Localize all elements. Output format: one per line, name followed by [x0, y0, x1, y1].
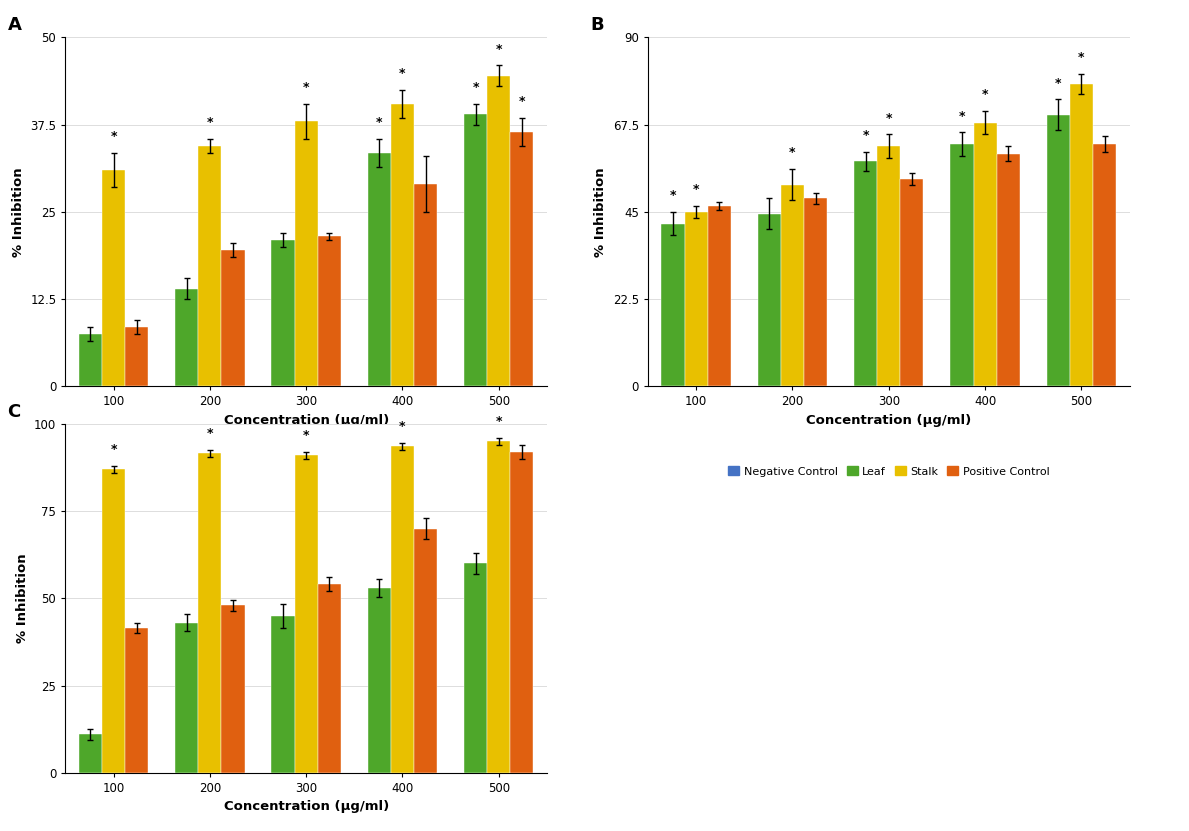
Bar [464, 563, 487, 773]
Bar [221, 605, 245, 773]
Text: *: * [693, 184, 699, 196]
X-axis label: Concentration (μg/ml): Concentration (μg/ml) [224, 800, 389, 814]
Text: *: * [862, 129, 869, 142]
Bar [367, 153, 391, 386]
Text: *: * [207, 427, 213, 440]
Bar [487, 441, 510, 773]
Text: *: * [496, 415, 502, 428]
Text: *: * [376, 116, 383, 129]
Bar [1046, 115, 1070, 386]
Text: *: * [111, 130, 117, 143]
Text: *: * [400, 67, 405, 80]
Bar [1093, 144, 1116, 386]
Bar [1070, 84, 1093, 386]
Bar [295, 455, 317, 773]
Bar [78, 334, 102, 386]
Bar [804, 199, 828, 386]
Bar [199, 145, 221, 386]
Bar [510, 131, 534, 386]
Legend: Negative control, Leaf, Stalk, Positive Control: Negative control, Leaf, Stalk, Positive … [141, 462, 471, 481]
Bar [414, 184, 438, 386]
Text: *: * [400, 420, 405, 433]
Bar [271, 616, 295, 773]
Text: *: * [496, 42, 502, 56]
Y-axis label: % Inhibition: % Inhibition [15, 553, 29, 643]
Text: B: B [590, 17, 604, 34]
Bar [854, 161, 877, 386]
Bar [317, 236, 341, 386]
Text: *: * [111, 443, 117, 456]
Text: C: C [7, 403, 21, 420]
Text: *: * [1078, 52, 1084, 65]
Bar [317, 584, 341, 773]
Bar [900, 179, 924, 386]
Text: *: * [518, 95, 526, 108]
X-axis label: Concentration (μg/ml): Concentration (μg/ml) [806, 414, 971, 427]
Bar [78, 735, 102, 773]
Bar [757, 214, 781, 386]
Bar [974, 123, 996, 386]
Bar [391, 104, 414, 386]
Text: *: * [1055, 76, 1062, 90]
Bar [271, 240, 295, 386]
Y-axis label: % Inhibition: % Inhibition [594, 167, 608, 257]
X-axis label: Concentration (μg/ml): Concentration (μg/ml) [224, 414, 389, 427]
Bar [781, 184, 804, 386]
Bar [102, 470, 125, 773]
Bar [102, 170, 125, 386]
Bar [391, 446, 414, 773]
Bar [950, 144, 974, 386]
Bar [707, 206, 731, 386]
Bar [175, 622, 199, 773]
Bar [295, 121, 317, 386]
Bar [661, 224, 685, 386]
Text: *: * [207, 116, 213, 129]
Y-axis label: % Inhibition: % Inhibition [12, 167, 25, 257]
Bar [685, 212, 707, 386]
Text: *: * [303, 81, 309, 94]
Bar [199, 454, 221, 773]
Text: A: A [7, 17, 21, 34]
Text: *: * [886, 111, 892, 125]
Bar [175, 288, 199, 386]
Text: *: * [982, 88, 988, 101]
Bar [221, 250, 245, 386]
Text: *: * [789, 146, 795, 160]
Bar [510, 452, 534, 773]
Text: *: * [472, 81, 479, 94]
Bar [125, 628, 149, 773]
Legend: Negative Control, Leaf, Stalk, Positive Control: Negative Control, Leaf, Stalk, Positive … [724, 462, 1053, 481]
Text: *: * [303, 429, 309, 442]
Bar [464, 114, 487, 386]
Bar [877, 146, 900, 386]
Bar [367, 588, 391, 773]
Bar [996, 154, 1020, 386]
Text: *: * [958, 110, 965, 123]
Bar [125, 327, 149, 386]
Text: *: * [669, 189, 677, 202]
Bar [414, 529, 438, 773]
Bar [487, 76, 510, 386]
